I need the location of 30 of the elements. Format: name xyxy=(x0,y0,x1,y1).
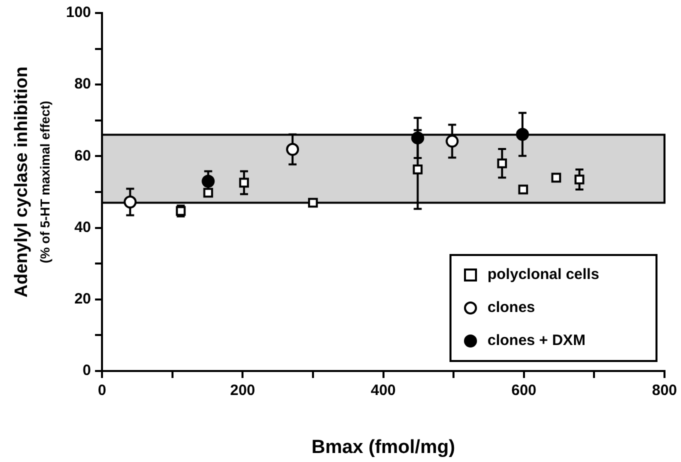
y-tick-label: 0 xyxy=(82,362,92,380)
point xyxy=(516,128,529,141)
x-tick-label: 400 xyxy=(370,382,396,400)
legend-label: polyclonal cells xyxy=(487,266,600,284)
point xyxy=(551,172,562,183)
x-tick-label: 200 xyxy=(230,382,256,400)
point xyxy=(308,198,318,208)
point xyxy=(497,158,507,168)
legend-label: clones xyxy=(487,299,536,316)
x-axis-title: Bmax (fmol/mg) xyxy=(311,437,456,458)
point xyxy=(239,178,249,188)
y-axis-title: Adenylyl cyclase inhibition (% of 5-HT maximal effect) xyxy=(10,66,53,298)
y-tick-label: 100 xyxy=(66,4,92,22)
point xyxy=(203,188,214,198)
point xyxy=(411,131,424,144)
x-tick-label: 800 xyxy=(652,382,677,400)
y-tick-label: 20 xyxy=(74,290,92,308)
point xyxy=(446,134,459,148)
y-tick-label: 60 xyxy=(74,147,92,164)
point xyxy=(202,174,215,188)
y-tick-label: 40 xyxy=(74,218,92,236)
point xyxy=(286,142,300,156)
point xyxy=(574,174,584,184)
x-tick-label: 0 xyxy=(98,382,106,400)
y-tick-label: 80 xyxy=(74,76,92,93)
point xyxy=(124,196,137,209)
legend-label: clones + DXM xyxy=(487,332,586,350)
x-tick-label: 600 xyxy=(511,382,536,400)
point xyxy=(412,164,423,174)
point xyxy=(518,184,528,194)
